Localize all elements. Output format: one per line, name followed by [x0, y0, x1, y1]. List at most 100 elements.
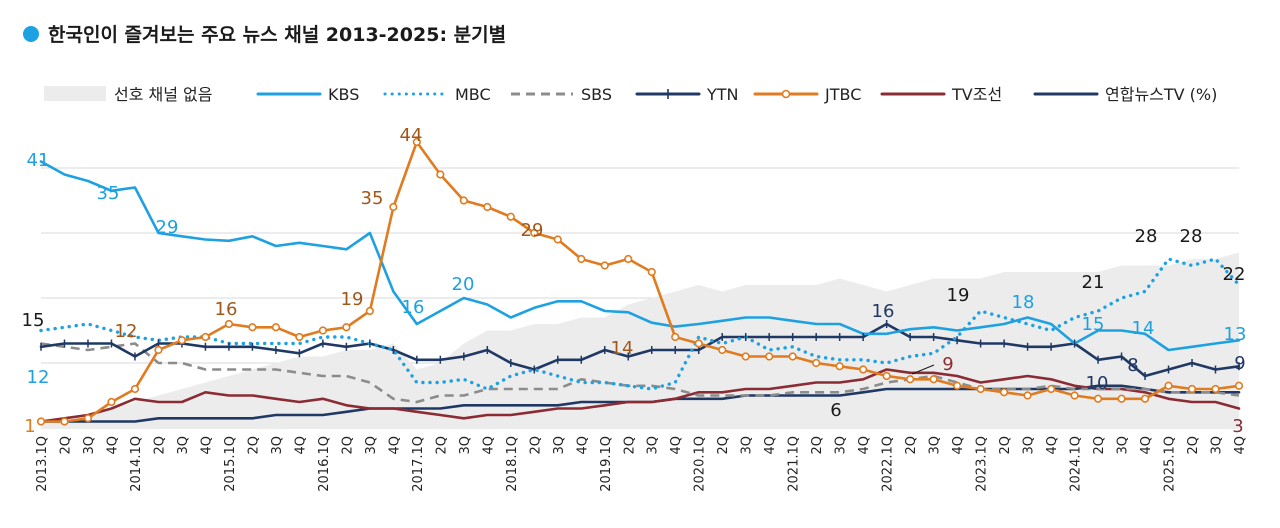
point-jtbc: [953, 381, 962, 390]
data-label-tv-chosun: 9: [942, 354, 953, 375]
x-tick-label: 2Q: [528, 436, 543, 455]
x-tick-label: 2014.1Q: [129, 436, 144, 492]
point-jtbc: [553, 235, 562, 244]
point-jtbc: [647, 267, 656, 277]
point-jtbc: [83, 414, 93, 423]
x-tick-label: 2Q: [904, 436, 919, 455]
point-jtbc: [365, 306, 374, 316]
point-jtbc: [318, 326, 327, 335]
x-tick-label: 4Q: [105, 436, 120, 455]
x-tick-label: 4Q: [575, 436, 590, 455]
x-tick-label: 2Q: [246, 436, 261, 455]
x-tick-label: 2020.1Q: [693, 436, 708, 492]
point-jtbc: [835, 362, 844, 371]
point-jtbc: [1140, 394, 1150, 403]
x-tick-label: 4Q: [387, 436, 402, 455]
point-jtbc: [130, 384, 140, 394]
data-label-kbs: 41: [27, 150, 50, 171]
x-tick-label: 3Q: [1022, 436, 1037, 455]
point-jtbc: [577, 254, 586, 264]
data-label-tv-chosun: 3: [1232, 416, 1243, 437]
legend-label-ytn: YTN: [706, 85, 739, 104]
data-label-kbs: 35: [97, 183, 120, 204]
legend-marker-jtbc: [781, 89, 791, 99]
point-jtbc: [201, 332, 210, 342]
x-tick-label: 3Q: [646, 436, 661, 455]
data-label-jtbc: 12: [115, 321, 138, 342]
point-jtbc: [60, 417, 69, 426]
data-label-kbs: 14: [1132, 318, 1155, 339]
data-label-ytn: 12: [27, 367, 50, 388]
x-tick-label: 3Q: [1210, 436, 1225, 455]
point-jtbc: [436, 170, 445, 179]
data-label-mbc: 22: [1223, 264, 1246, 285]
line-mbc: [39, 257, 1241, 391]
x-tick-label: 4Q: [293, 436, 308, 455]
x-tick-label: 2016.1Q: [317, 436, 332, 492]
x-tick-label: 2Q: [810, 436, 825, 455]
point-jtbc: [1046, 384, 1056, 394]
x-tick-label: 2018.1Q: [505, 436, 520, 492]
point-jtbc: [389, 202, 398, 212]
x-tick-label: 4Q: [857, 436, 872, 455]
point-jtbc: [1211, 384, 1220, 394]
data-label-mbc: 19: [947, 285, 970, 306]
data-label-kbs: 29: [156, 217, 179, 238]
point-jtbc: [765, 352, 774, 361]
x-tick-label: 2022.1Q: [881, 436, 896, 492]
data-label-yonhap-tv: 10: [1086, 373, 1109, 394]
x-tick-label: 3Q: [458, 436, 473, 455]
data-label-mbc: 28: [1135, 226, 1158, 247]
line-jtbc: [39, 140, 1241, 423]
x-tick-label: 2Q: [1092, 436, 1107, 455]
series-markers: [36, 137, 1244, 426]
x-tick-label: 2015.1Q: [223, 436, 238, 492]
x-tick-label: 2019.1Q: [599, 436, 614, 492]
legend-label-sbs: SBS: [581, 85, 612, 104]
point-jtbc: [600, 261, 609, 270]
x-tick-label: 2023.1Q: [975, 436, 990, 492]
x-tick-label: 3Q: [270, 436, 285, 455]
x-tick-label: 4Q: [951, 436, 966, 455]
title-bullet-icon: [23, 26, 39, 42]
point-jtbc: [506, 212, 515, 221]
x-tick-label: 3Q: [552, 436, 567, 455]
x-tick-label: 4Q: [1233, 436, 1248, 455]
data-label-kbs: 20: [452, 274, 475, 295]
point-jtbc: [177, 336, 187, 345]
point-jtbc: [999, 388, 1009, 397]
x-tick-label: 3Q: [176, 436, 191, 455]
data-label-kbs: 18: [1012, 292, 1035, 313]
data-label-kbs: 15: [1082, 314, 1105, 335]
line-sbs: [40, 342, 1240, 404]
data-label-ytn: 16: [872, 301, 895, 322]
data-label-jtbc: 19: [341, 289, 364, 310]
data-label-mbc: 28: [1180, 226, 1203, 247]
data-label-jtbc: 1: [24, 416, 35, 437]
point-jtbc: [906, 375, 915, 384]
x-tick-label: 2013.1Q: [35, 436, 50, 492]
x-tick-label: 3Q: [740, 436, 755, 455]
legend-label-yonhap-tv: 연합뉴스TV (%): [1105, 85, 1217, 104]
x-tick-label: 2021.1Q: [787, 436, 802, 492]
data-labels: 41 35 29 20 16 18 15 14 13 15 19 21 28 28 22 12 16 8 9 1 12 1…: [22, 125, 1247, 437]
x-tick-label: 2Q: [340, 436, 355, 455]
point-jtbc: [107, 397, 116, 407]
x-tick-label: 4Q: [763, 436, 778, 455]
point-jtbc: [1187, 384, 1197, 394]
legend: 선호 채널 없음 KBS MBC SBS YTN JTBC TV조선 연합뉴스TV (%): [44, 85, 1217, 104]
no-channel-area: [41, 252, 1239, 428]
x-tick-label: 2025.1Q: [1163, 436, 1178, 492]
x-axis: 2013.1Q 2Q 3Q 4Q 2014.1Q 2Q 3Q 4Q 2015.1Q 2Q 3Q 4Q 2…: [35, 436, 1248, 492]
data-label-jtbc: 29: [521, 220, 544, 241]
data-label-jtbc: 44: [400, 125, 423, 146]
point-jtbc: [976, 384, 985, 394]
point-jtbc: [154, 345, 163, 355]
data-label-jtbc: 16: [215, 299, 238, 320]
point-jtbc: [1117, 394, 1126, 403]
point-jtbc: [459, 196, 468, 205]
point-jtbc: [741, 352, 750, 361]
point-jtbc: [483, 202, 492, 212]
data-label-kbs: 16: [402, 297, 425, 318]
